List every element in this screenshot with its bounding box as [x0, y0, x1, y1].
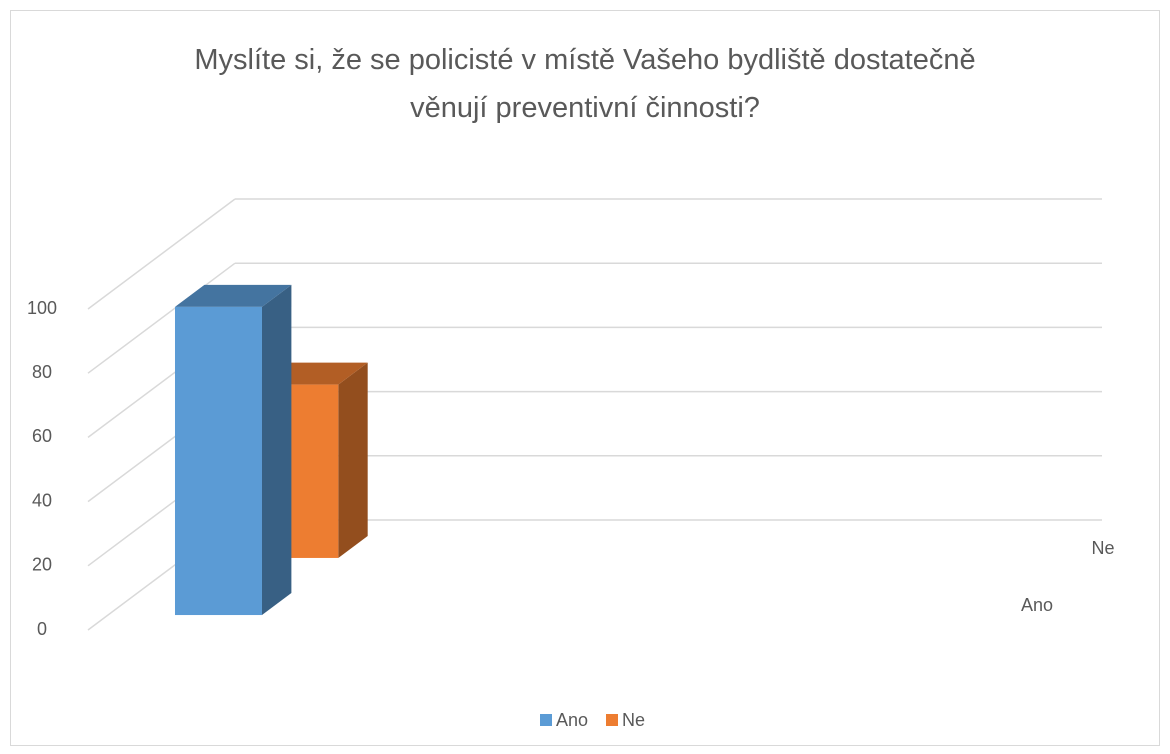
y-tick-label: 100	[27, 298, 57, 318]
depth-label: Ne	[1091, 538, 1114, 558]
grid-line	[87, 262, 236, 374]
y-tick-label: 60	[32, 426, 52, 446]
legend-label: Ne	[622, 710, 645, 730]
y-tick-label: 0	[37, 619, 47, 639]
chart-title: Myslíte si, že se policisté v místě Vaše…	[194, 44, 976, 124]
grid-line	[87, 198, 236, 310]
bar-side	[338, 362, 368, 558]
y-tick-label: 80	[32, 362, 52, 382]
chart-frame	[10, 10, 1160, 746]
bar	[174, 306, 262, 616]
legend-label: Ano	[556, 710, 588, 730]
legend-swatch	[540, 714, 552, 726]
bar-top	[174, 284, 292, 307]
depth-label: Ano	[1021, 595, 1053, 615]
y-tick-label: 40	[32, 490, 52, 510]
bar-side	[261, 284, 292, 616]
legend-swatch	[606, 714, 618, 726]
y-tick-label: 20	[32, 555, 52, 575]
